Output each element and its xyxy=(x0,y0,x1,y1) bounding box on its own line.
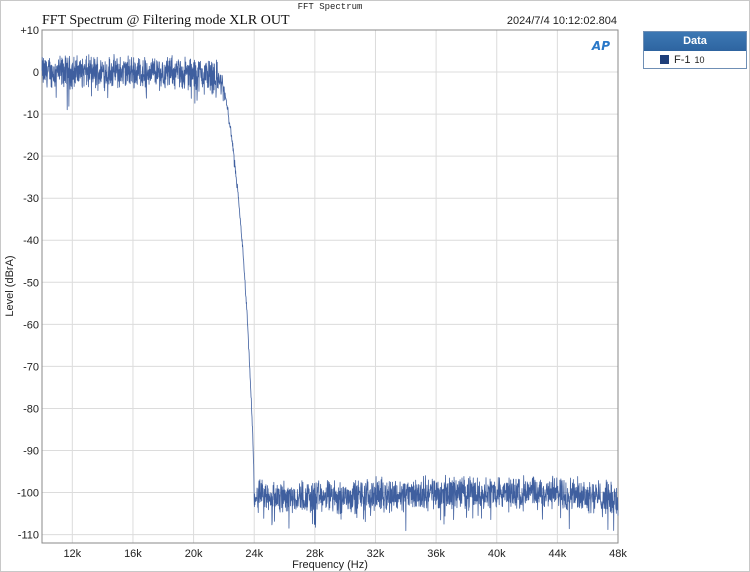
x-tick-label: 24k xyxy=(245,548,263,560)
y-tick-label: -40 xyxy=(23,235,39,247)
series-line-f1 xyxy=(41,53,619,532)
legend-entry[interactable]: F-1 10 xyxy=(644,51,746,68)
x-tick-label: 48k xyxy=(609,548,627,560)
x-tick-label: 20k xyxy=(185,548,203,560)
x-tick-label: 12k xyxy=(63,548,81,560)
y-tick-label: -20 xyxy=(23,151,39,163)
x-tick-label: 32k xyxy=(367,548,385,560)
plot-border xyxy=(41,29,619,544)
legend: Data F-1 10 xyxy=(643,31,747,69)
x-tick-label: 40k xyxy=(488,548,506,560)
x-tick-label: 28k xyxy=(306,548,324,560)
y-tick-label: -30 xyxy=(23,193,39,205)
timestamp: 2024/7/4 10:12:02.804 xyxy=(507,15,617,27)
y-tick-label: -80 xyxy=(23,403,39,415)
legend-swatch xyxy=(660,55,669,64)
legend-entry-sub: 10 xyxy=(694,54,705,65)
x-tick-label: 16k xyxy=(124,548,142,560)
y-tick-label: 0 xyxy=(33,67,39,79)
y-tick-label: -50 xyxy=(23,277,39,289)
y-tick-label: +10 xyxy=(20,25,39,37)
y-tick-label: -100 xyxy=(17,488,39,500)
grid xyxy=(42,29,619,543)
x-axis-label: Frequency (Hz) xyxy=(292,559,368,571)
y-axis-label: Level (dBrA) xyxy=(4,255,16,316)
top-title: FFT Spectrum xyxy=(298,2,363,12)
x-tick-label: 36k xyxy=(427,548,445,560)
legend-header: Data xyxy=(644,32,746,51)
y-tick-label: -10 xyxy=(23,109,39,121)
y-tick-label: -60 xyxy=(23,319,39,331)
legend-entry-label: F-1 xyxy=(674,53,691,66)
x-tick-label: 44k xyxy=(548,548,566,560)
x-tick-labels: 12k 16k 20k 24k 28k 32k 36k 40k 44k 48k xyxy=(63,548,627,560)
ap-logo-icon: AP xyxy=(591,39,610,53)
series-group xyxy=(41,53,619,532)
y-tick-label: -90 xyxy=(23,445,39,457)
y-tick-label: -110 xyxy=(18,530,39,542)
y-tick-labels: +10 0 -10 -20 -30 -40 -50 -60 -70 -80 -90 -100 -110 xyxy=(17,25,39,542)
chart-title: FFT Spectrum @ Filtering mode XLR OUT xyxy=(42,13,290,28)
y-tick-label: -70 xyxy=(23,361,39,373)
